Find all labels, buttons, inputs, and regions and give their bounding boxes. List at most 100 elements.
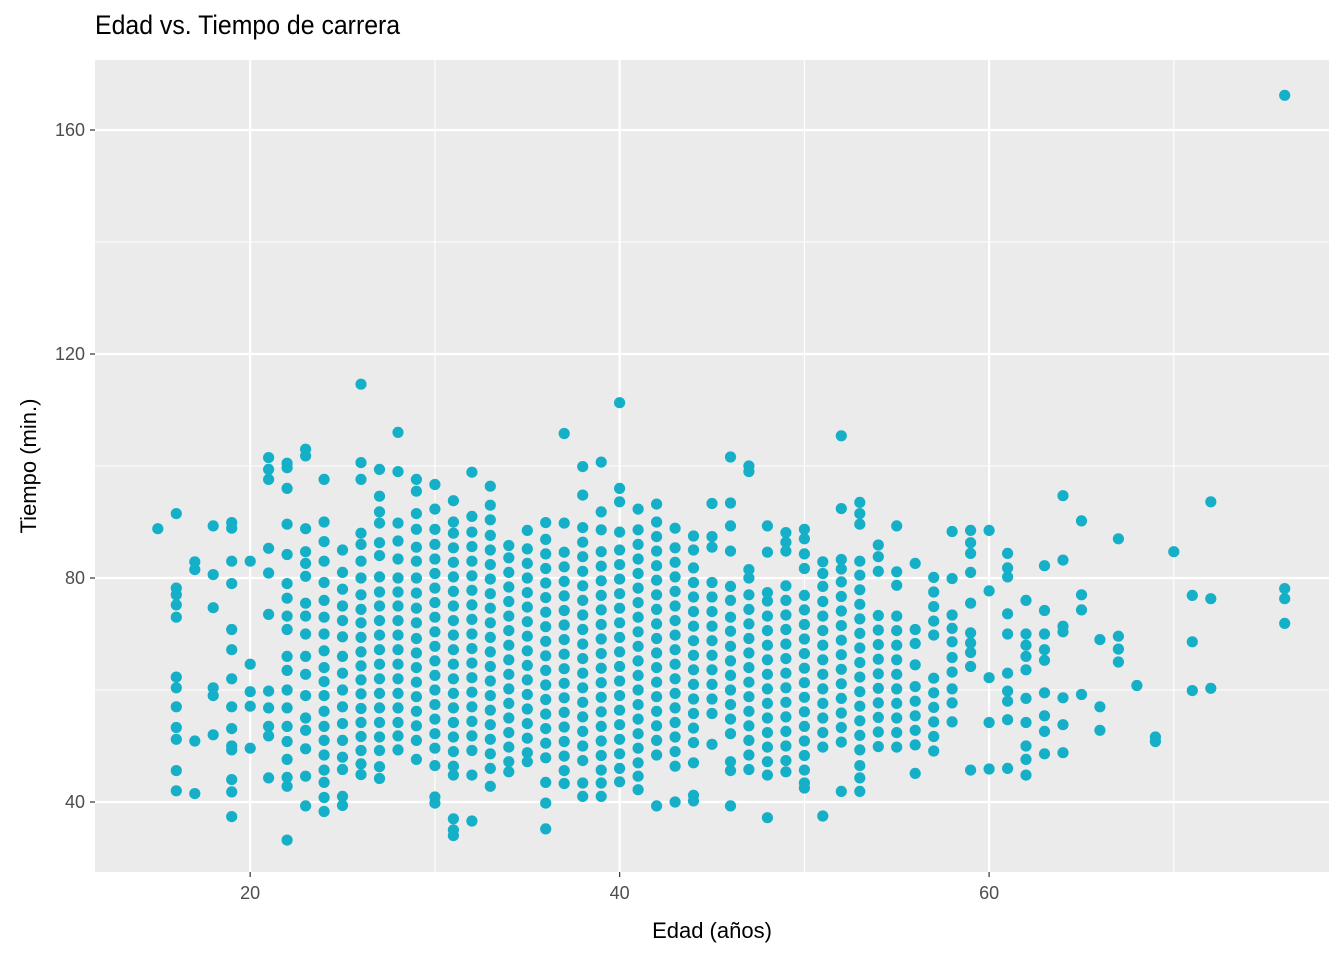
data-point <box>300 650 312 663</box>
data-point <box>503 683 515 695</box>
data-point <box>614 602 626 614</box>
data-point <box>410 647 422 659</box>
data-point <box>946 697 958 709</box>
data-point <box>336 600 349 612</box>
data-point <box>706 591 718 603</box>
data-point <box>1057 747 1069 759</box>
data-point <box>780 609 792 621</box>
data-point <box>669 542 681 554</box>
data-point <box>872 539 884 551</box>
data-point <box>651 662 663 674</box>
data-point <box>558 561 570 573</box>
data-point <box>540 776 552 789</box>
data-point <box>263 567 275 579</box>
data-point <box>761 769 774 781</box>
data-point <box>872 741 884 753</box>
data-point <box>410 572 422 584</box>
data-point <box>484 704 496 716</box>
data-point <box>207 729 219 741</box>
data-point <box>540 635 552 647</box>
data-point <box>281 702 293 714</box>
data-point <box>669 658 681 670</box>
data-point <box>540 650 552 662</box>
data-point <box>817 625 829 637</box>
data-point <box>521 630 533 642</box>
data-point <box>891 741 903 753</box>
data-point <box>484 675 496 687</box>
data-point <box>484 602 496 614</box>
data-point <box>392 586 404 598</box>
data-point <box>1094 634 1106 646</box>
data-point <box>724 640 737 652</box>
data-point <box>1038 560 1051 572</box>
data-point <box>928 701 940 714</box>
data-point <box>447 527 459 539</box>
data-point <box>614 646 626 658</box>
data-point <box>540 621 552 633</box>
data-point <box>263 730 275 742</box>
data-point <box>724 800 737 812</box>
data-point <box>798 648 811 660</box>
data-point <box>614 776 626 788</box>
data-point <box>466 686 478 698</box>
data-point <box>1186 636 1198 648</box>
data-point <box>373 744 386 757</box>
data-point <box>226 744 238 756</box>
data-point <box>300 668 312 680</box>
data-point <box>1186 685 1198 697</box>
data-point <box>503 697 515 710</box>
data-point <box>1002 562 1014 574</box>
data-point <box>466 701 478 713</box>
data-point <box>706 497 718 510</box>
data-point <box>835 430 847 442</box>
data-point <box>318 576 330 589</box>
data-point <box>281 780 293 792</box>
data-point <box>761 668 774 680</box>
data-point <box>669 571 681 583</box>
data-point <box>373 506 386 518</box>
data-point <box>281 578 293 590</box>
data-point <box>891 520 903 532</box>
data-point <box>466 526 478 538</box>
data-point <box>1075 515 1088 527</box>
data-point <box>614 748 626 760</box>
data-point <box>521 524 533 537</box>
data-point <box>355 473 367 485</box>
data-point <box>263 685 275 697</box>
minor-gridlines <box>95 60 1329 872</box>
data-point <box>392 466 404 478</box>
data-point <box>632 728 644 740</box>
data-point <box>392 600 404 612</box>
data-point <box>355 378 367 390</box>
data-point <box>558 619 570 631</box>
data-point <box>466 466 478 478</box>
data-point <box>410 662 422 674</box>
data-point <box>1279 593 1291 605</box>
data-point <box>392 644 404 656</box>
data-point <box>1205 682 1217 694</box>
data-point <box>651 734 663 747</box>
data-point <box>817 712 829 724</box>
data-point <box>226 644 238 656</box>
data-point <box>355 769 367 781</box>
data-point <box>761 520 774 532</box>
data-point <box>724 451 737 463</box>
data-point <box>392 658 404 670</box>
data-point <box>392 730 404 742</box>
data-point <box>761 654 774 666</box>
data-point <box>614 762 626 775</box>
data-point <box>281 518 293 530</box>
data-point <box>1057 554 1069 566</box>
data-point <box>687 649 700 661</box>
data-point <box>835 649 847 661</box>
data-point <box>835 678 847 690</box>
data-point <box>336 650 349 663</box>
data-point <box>965 637 977 649</box>
data-point <box>447 731 459 743</box>
data-point <box>466 613 478 626</box>
data-point <box>336 615 349 627</box>
data-point <box>983 763 995 775</box>
data-point <box>466 628 478 640</box>
data-point <box>244 742 256 754</box>
data-point <box>577 682 589 694</box>
